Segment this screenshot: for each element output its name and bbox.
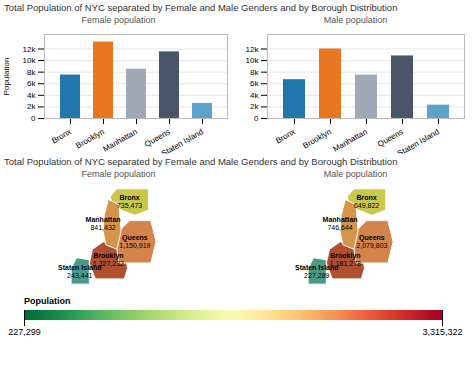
svg-text:Brooklyn: Brooklyn <box>301 127 332 150</box>
svg-text:6k: 6k <box>250 79 259 88</box>
svg-text:4k: 4k <box>27 91 36 100</box>
svg-text:243,441243441: 243,441243441 <box>67 272 92 279</box>
svg-text:4k: 4k <box>250 91 259 100</box>
svg-text:841,432841432: 841,432841432 <box>90 224 115 231</box>
html-text:Female population: Female population <box>81 15 156 25</box>
svg-text:Staten Island: Staten Island <box>58 263 102 271</box>
svg-text:10k: 10k <box>246 56 260 65</box>
svg-text:Brooklyn: Brooklyn <box>74 127 106 151</box>
svg-text:0: 0 <box>254 114 259 123</box>
html-text:Female population: Female population <box>81 169 156 179</box>
html-text:Total Population of NYC separa: Total Population of NYC separated by Fem… <box>4 2 398 13</box>
svg-text:746,644746644: 746,644746644 <box>327 224 352 231</box>
svg-text:227,299: 227,299 <box>8 327 41 337</box>
svg-text:Manhattan: Manhattan <box>323 216 358 223</box>
svg-text:Bronx: Bronx <box>356 194 376 201</box>
svg-text:12k: 12k <box>23 45 37 54</box>
svg-text:Bronx: Bronx <box>119 194 139 201</box>
svg-text:Staten Island: Staten Island <box>160 127 205 154</box>
svg-text:Manhattan: Manhattan <box>332 127 369 154</box>
svg-text:Staten Island: Staten Island <box>295 263 339 271</box>
svg-text:1,327,2321327232: 1,327,2321327232 <box>93 260 124 267</box>
svg-text:Bronx: Bronx <box>274 127 297 145</box>
svg-text:649,822649822: 649,822649822 <box>354 202 379 209</box>
svg-text:Brooklyn: Brooklyn <box>93 252 123 260</box>
svg-text:Queens: Queens <box>122 234 148 242</box>
svg-text:Population: Population <box>2 58 11 96</box>
html-text:Male population: Male population <box>323 15 388 25</box>
svg-text:Population: Population <box>24 296 71 306</box>
svg-text:Manhattan: Manhattan <box>86 216 121 223</box>
svg-text:Queens: Queens <box>143 127 172 149</box>
svg-text:1,150,9191150919: 1,150,9191150919 <box>119 242 150 249</box>
svg-text:2k: 2k <box>250 102 259 111</box>
svg-text:2,079,8032079803: 2,079,8032079803 <box>356 242 387 249</box>
svg-text:Queens: Queens <box>359 234 385 242</box>
svg-text:Bronx: Bronx <box>50 127 73 145</box>
svg-text:227,289227289: 227,289227289 <box>304 272 329 279</box>
svg-text:12k: 12k <box>246 45 260 54</box>
svg-text:Brooklyn: Brooklyn <box>330 252 360 260</box>
html-text:Male population: Male population <box>323 169 388 179</box>
svg-text:10k: 10k <box>23 56 37 65</box>
svg-text:3,315,322: 3,315,322 <box>422 327 462 337</box>
svg-text:1,181,2781181278: 1,181,2781181278 <box>330 260 361 267</box>
svg-text:735,473735473: 735,473735473 <box>117 202 142 209</box>
html-text:Total Population of NYC separa: Total Population of NYC separated by Fem… <box>4 156 398 167</box>
svg-text:Queens: Queens <box>376 127 405 149</box>
svg-text:6k: 6k <box>27 79 36 88</box>
svg-text:8k: 8k <box>27 68 36 77</box>
svg-text:0: 0 <box>31 114 36 123</box>
svg-text:Staten Island: Staten Island <box>396 127 441 154</box>
svg-text:8k: 8k <box>250 68 259 77</box>
svg-text:Manhattan: Manhattan <box>102 127 139 154</box>
svg-text:2k: 2k <box>27 102 36 111</box>
